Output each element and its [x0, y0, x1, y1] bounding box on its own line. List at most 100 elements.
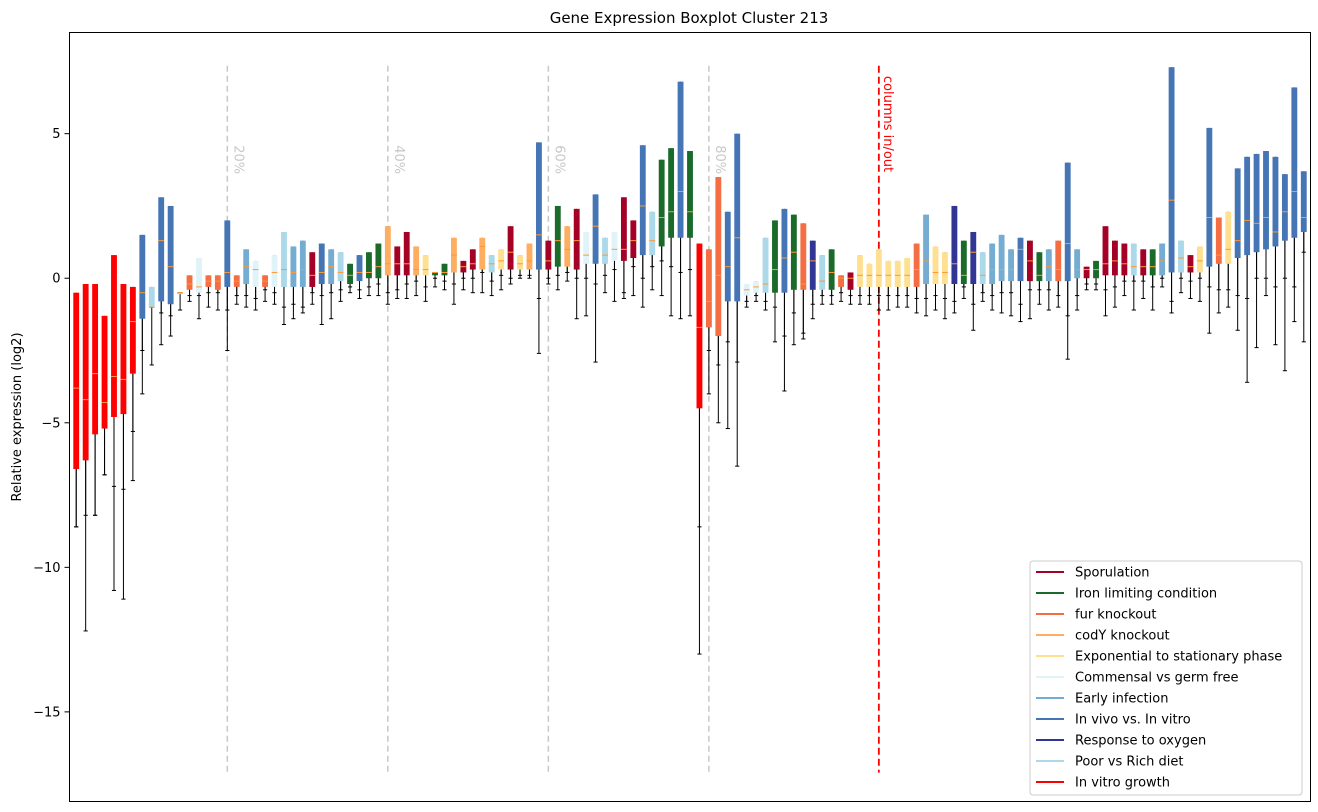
box-1 — [73, 292, 80, 528]
box-body — [356, 255, 363, 282]
box-body — [630, 220, 637, 258]
box-body — [469, 249, 476, 270]
box-108 — [1083, 266, 1090, 291]
box-body — [1102, 226, 1109, 276]
box-109 — [1093, 260, 1099, 291]
legend-box — [1029, 560, 1303, 796]
box-91 — [923, 214, 929, 317]
box-21 — [262, 275, 269, 302]
box-129 — [1281, 174, 1288, 372]
box-47 — [507, 226, 514, 285]
box-24 — [290, 246, 297, 320]
box-body — [677, 81, 684, 238]
box-body — [573, 208, 580, 270]
percent-marker-label: 60% — [551, 145, 566, 174]
box-body — [366, 252, 372, 279]
box-127 — [1263, 151, 1269, 297]
box-125 — [1244, 156, 1251, 383]
box-82 — [838, 275, 845, 302]
legend-entry: Early infection — [1036, 692, 1168, 707]
legend-label: Poor vs Rich diet — [1075, 755, 1183, 770]
box-body — [1064, 162, 1071, 282]
box-103 — [1036, 252, 1043, 305]
box-75 — [772, 220, 778, 343]
box-59 — [620, 197, 627, 299]
box-6 — [120, 284, 127, 600]
legend-label: In vivo vs. In vitro — [1075, 713, 1191, 728]
box-31 — [356, 255, 363, 299]
legend-entry: fur knockout — [1036, 608, 1157, 623]
box-16 — [214, 275, 221, 311]
box-body — [299, 240, 306, 287]
box-74 — [762, 237, 769, 311]
box-body — [309, 252, 316, 287]
box-27 — [318, 243, 325, 325]
box-body — [1178, 240, 1184, 273]
box-body — [951, 205, 958, 285]
box-38 — [422, 255, 429, 302]
box-body — [781, 208, 788, 293]
box-58 — [611, 231, 618, 302]
box-88 — [894, 260, 901, 308]
box-33 — [375, 243, 382, 297]
box-120 — [1196, 246, 1203, 302]
box-94 — [951, 205, 958, 314]
box-35 — [394, 246, 401, 299]
box-126 — [1253, 153, 1260, 349]
box-body — [913, 243, 920, 287]
box-98 — [989, 243, 996, 311]
box-body — [1149, 249, 1156, 276]
box-body — [120, 284, 127, 415]
box-29 — [337, 252, 344, 302]
box-93 — [942, 252, 948, 320]
box-118 — [1178, 240, 1184, 294]
box-body — [1017, 237, 1024, 282]
box-body — [1045, 249, 1052, 282]
box-84 — [857, 255, 863, 305]
box-122 — [1215, 217, 1222, 314]
box-body — [403, 231, 410, 276]
box-body — [1055, 240, 1062, 282]
box-9 — [148, 286, 155, 366]
box-body — [715, 177, 722, 337]
box-52 — [554, 205, 561, 291]
box-90 — [913, 243, 920, 314]
box-body — [583, 231, 590, 264]
box-body — [214, 275, 221, 290]
box-19 — [243, 249, 250, 308]
box-57 — [602, 237, 608, 294]
box-body — [724, 211, 731, 302]
box-body — [705, 249, 712, 328]
box-50 — [535, 142, 542, 354]
box-body — [1121, 243, 1128, 276]
box-48 — [517, 255, 523, 279]
legend-entry: In vitro growth — [1036, 776, 1170, 791]
box-body — [828, 249, 835, 290]
box-body — [847, 272, 854, 290]
box-37 — [413, 246, 420, 297]
chart-title: Gene Expression Boxplot Cluster 213 — [550, 9, 829, 27]
box-70 — [724, 211, 731, 430]
box-body — [158, 197, 165, 302]
box-body — [904, 257, 911, 287]
box-121 — [1206, 127, 1213, 334]
legend-entry: Exponential to stationary phase — [1036, 650, 1282, 665]
box-46 — [498, 249, 505, 291]
box-97 — [979, 252, 986, 302]
legend: Sporulation Iron limiting condition fur kn… — [1029, 560, 1303, 796]
box-130 — [1291, 87, 1298, 323]
y-tick-label: 5 — [52, 127, 60, 142]
box-69 — [715, 177, 722, 424]
box-body — [337, 252, 344, 282]
box-body — [1281, 174, 1288, 241]
box-body — [375, 243, 382, 279]
box-92 — [932, 246, 939, 311]
box-83 — [847, 272, 854, 305]
legend-label: Early infection — [1075, 692, 1168, 707]
box-73 — [753, 281, 760, 302]
box-body — [1196, 246, 1203, 273]
box-body — [318, 243, 325, 285]
box-body — [498, 249, 505, 270]
box-10 — [158, 197, 165, 346]
box-body — [271, 255, 278, 287]
